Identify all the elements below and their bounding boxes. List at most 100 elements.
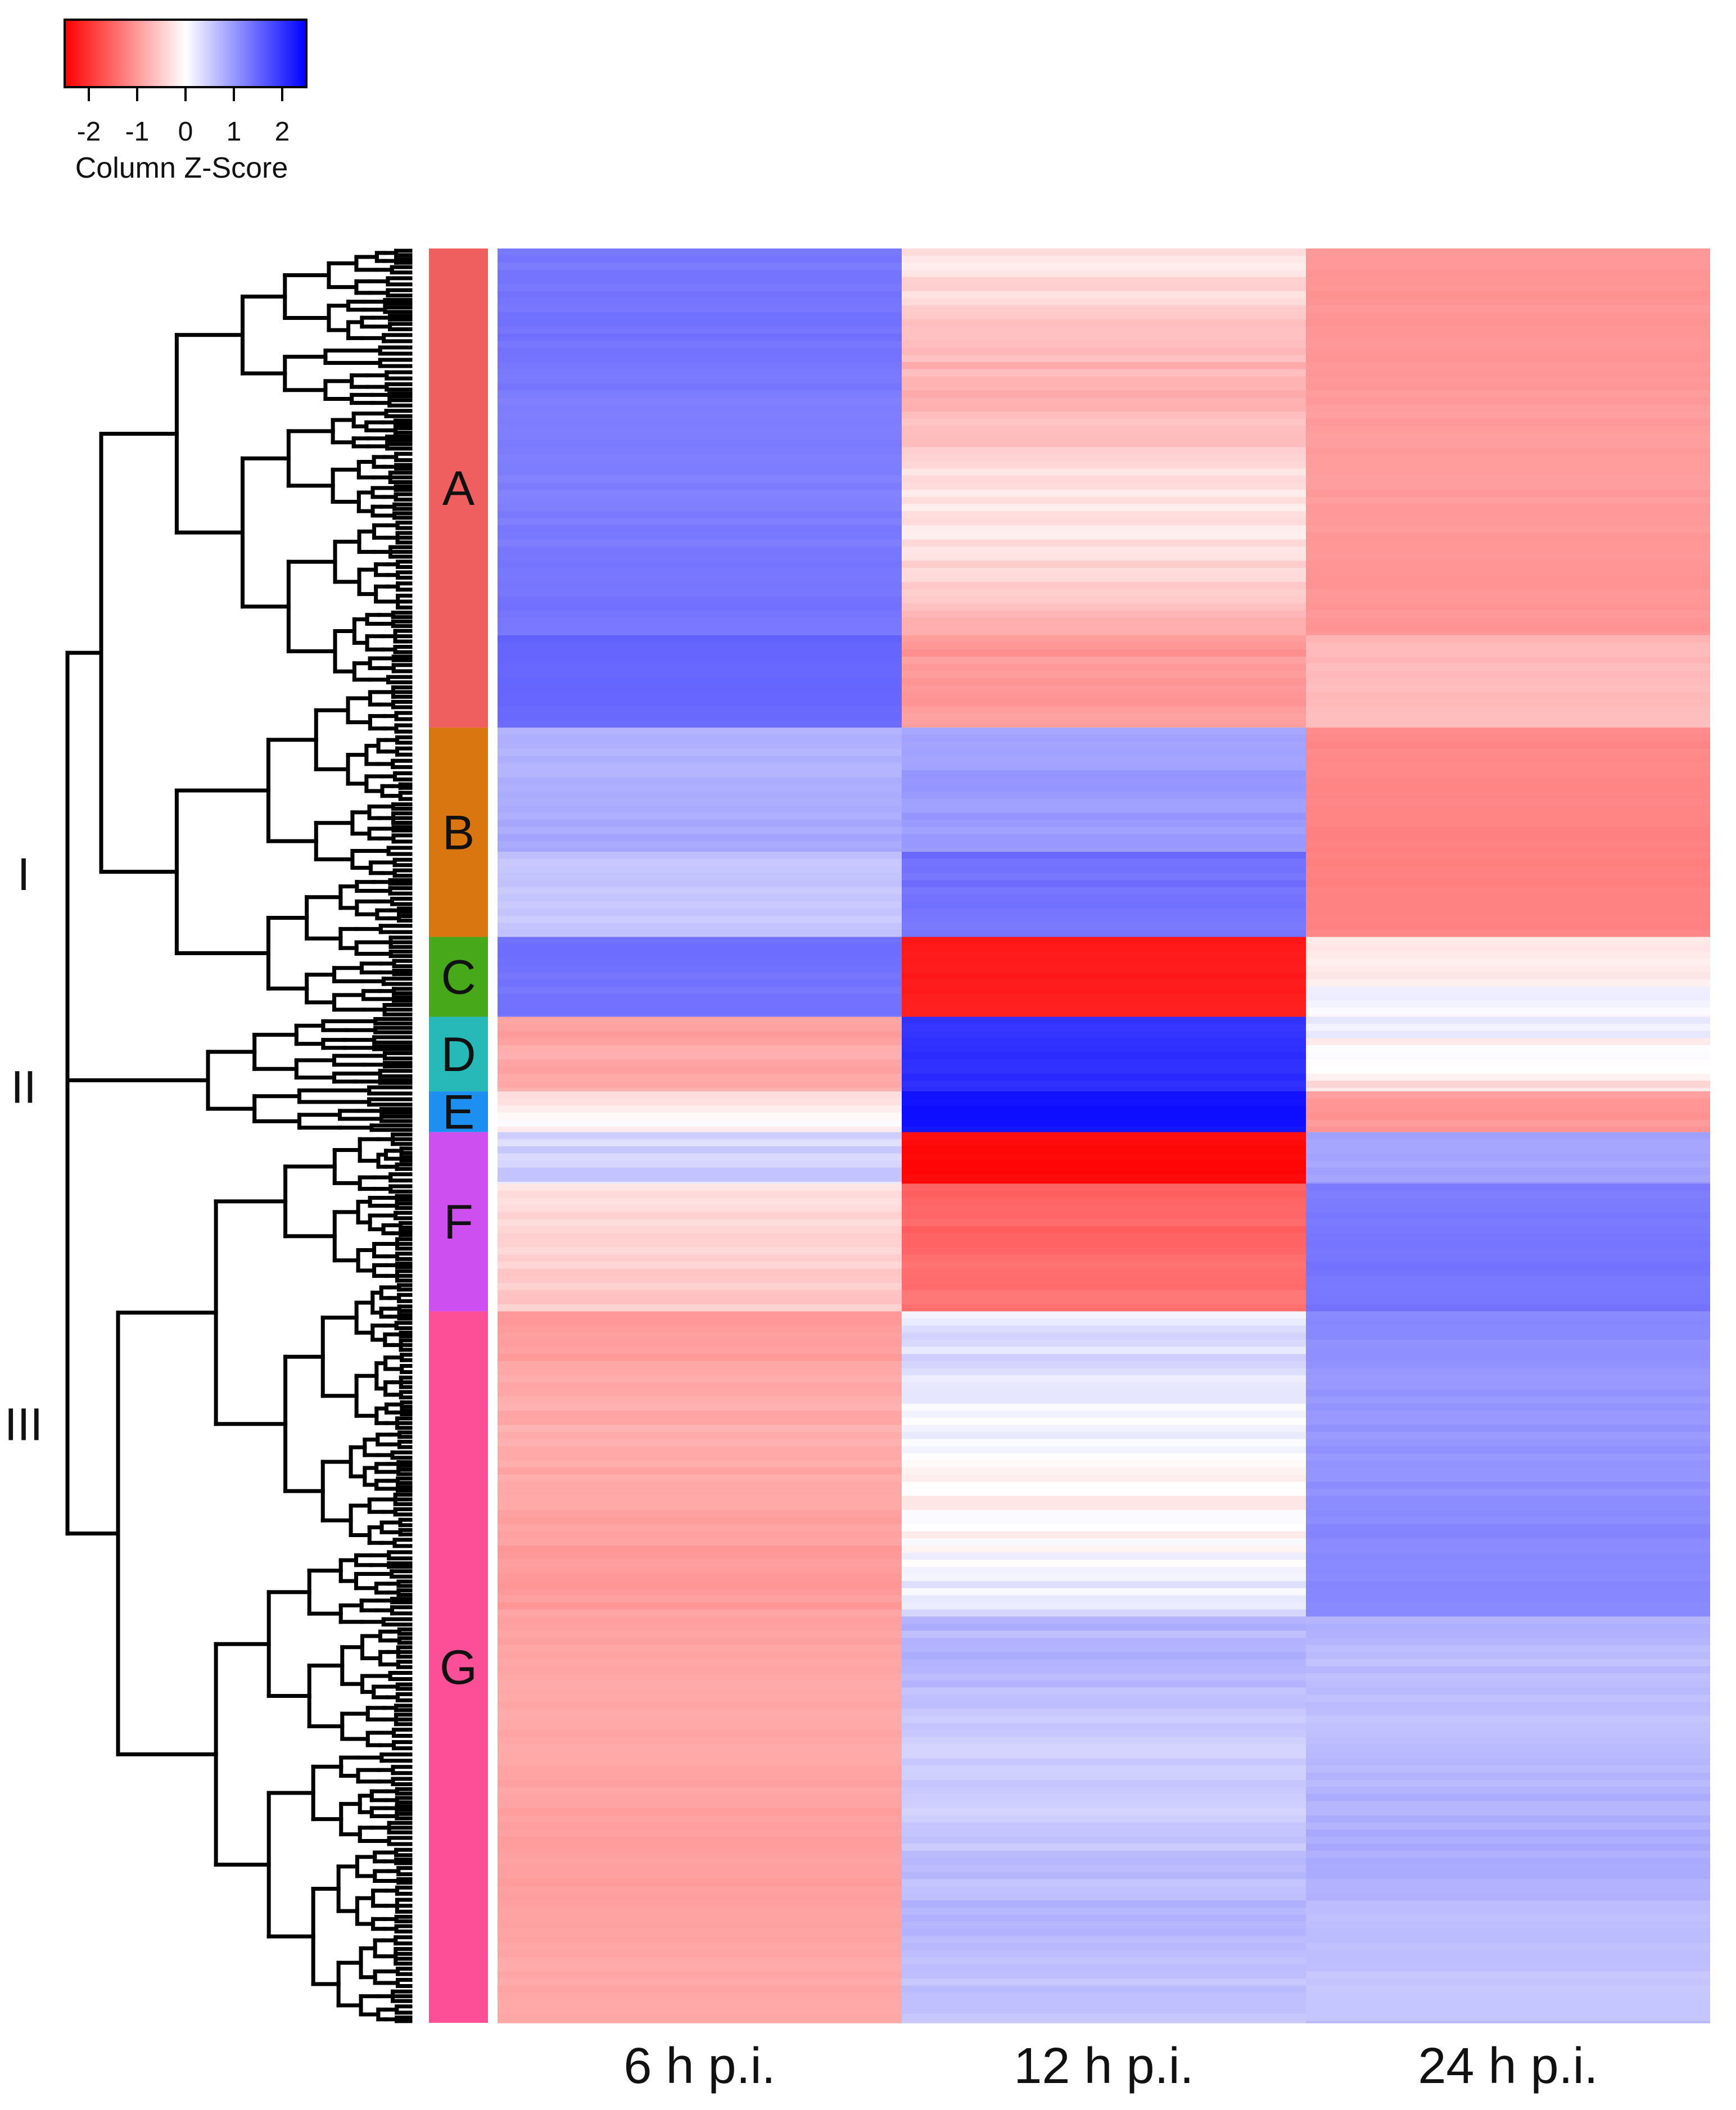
heatmap-cell (1306, 1560, 1710, 1567)
heatmap-cell (902, 319, 1306, 327)
heatmap-cell (1306, 433, 1710, 441)
heatmap-cell (1306, 284, 1710, 292)
heatmap-cell (1306, 376, 1710, 384)
heatmap-cell (902, 404, 1306, 413)
heatmap-cell (498, 383, 902, 391)
heatmap-cell (1306, 979, 1710, 987)
heatmap-cell (498, 1531, 902, 1539)
heatmap-cell (1306, 1957, 1710, 1965)
group-label-ii: II (11, 1062, 37, 1113)
heatmap-cell (902, 1616, 1306, 1624)
heatmap-cell (902, 1652, 1306, 1660)
heatmap-cell (498, 1566, 902, 1575)
heatmap-cell (498, 553, 902, 562)
heatmap-cells (498, 248, 1710, 2023)
heatmap-cell (498, 1007, 902, 1016)
heatmap-cell (1306, 1091, 1710, 1099)
heatmap-cell (902, 1666, 1306, 1674)
heatmap-cell (902, 1016, 1306, 1024)
heatmap-cell (902, 617, 1306, 625)
heatmap-cell (498, 1879, 902, 1887)
heatmap-cell (498, 1112, 902, 1120)
heatmap-cell (902, 1045, 1306, 1053)
heatmap-cell (498, 1999, 902, 2008)
heatmap-cell (1306, 1038, 1710, 1046)
heatmap-cell (902, 1588, 1306, 1596)
heatmap-cell (902, 305, 1306, 313)
heatmap-cell (1306, 1212, 1710, 1220)
heatmap-cell (902, 915, 1306, 924)
heatmap-cell (902, 1709, 1306, 1716)
cluster-label-b: B (442, 806, 474, 860)
heatmap-cell (498, 532, 902, 540)
heatmap-cell (902, 1332, 1306, 1340)
heatmap-cell (498, 1396, 902, 1404)
heatmap-cell (902, 699, 1306, 707)
heatmap-cell (1306, 1787, 1710, 1795)
heatmap-cell (498, 1503, 902, 1511)
heatmap-cell (498, 610, 902, 618)
heatmap-cell (498, 1495, 902, 1504)
heatmap-cell (902, 1644, 1306, 1653)
heatmap-cell (902, 784, 1306, 792)
heatmap-cell (902, 1219, 1306, 1227)
heatmap-cell (902, 518, 1306, 526)
heatmap-cell (1306, 582, 1710, 590)
heatmap-cell (1306, 625, 1710, 632)
heatmap-cell (1306, 1439, 1710, 1447)
heatmap-cell (1306, 291, 1710, 299)
heatmap-cell (1306, 1517, 1710, 1525)
heatmap-cell (1306, 685, 1710, 693)
heatmap-cell (902, 1566, 1306, 1575)
heatmap-cell (902, 1339, 1306, 1348)
heatmap-cell (498, 1132, 902, 1140)
heatmap-cell (498, 1922, 902, 1930)
heatmap-cell (902, 1723, 1306, 1731)
heatmap-cell (1306, 1630, 1710, 1638)
heatmap-cell (498, 685, 902, 693)
heatmap-cell (498, 589, 902, 597)
heatmap-cell (498, 635, 902, 643)
heatmap-cell (498, 1160, 902, 1168)
heatmap-cell (498, 1361, 902, 1369)
heatmap-cell (1306, 347, 1710, 356)
heatmap-cell (498, 1031, 902, 1039)
heatmap-cell (1306, 1779, 1710, 1788)
heatmap-cell (902, 1425, 1306, 1433)
heatmap-cell (498, 1581, 902, 1589)
heatmap-cell (902, 341, 1306, 349)
heatmap-cell (902, 1829, 1306, 1837)
heatmap-cell (1306, 504, 1710, 512)
heatmap-cell (1306, 742, 1710, 749)
heatmap-cell (1306, 1198, 1710, 1205)
heatmap-cell (902, 1822, 1306, 1830)
heatmap-cell (902, 1361, 1306, 1369)
cluster-labels: A B CDE F G (440, 462, 477, 1695)
heatmap-cell (902, 1893, 1306, 1901)
heatmap-cell (498, 1127, 902, 1133)
heatmap-cell (498, 1066, 902, 1074)
heatmap-cell (902, 834, 1306, 842)
heatmap-cell (498, 390, 902, 398)
heatmap-cell (1306, 656, 1710, 665)
heatmap-cell (1306, 1024, 1710, 1032)
heatmap-cell (902, 642, 1306, 650)
heatmap-cell (498, 582, 902, 590)
heatmap-cell (1306, 1160, 1710, 1168)
heatmap-cell (1306, 1015, 1710, 1018)
heatmap-cell (902, 1007, 1306, 1016)
cluster-label-d: D (441, 1028, 476, 1082)
heatmap-cell (902, 1609, 1306, 1617)
heatmap-cell (902, 1190, 1306, 1199)
heatmap-cell (1306, 1751, 1710, 1759)
heatmap-cell (498, 965, 902, 973)
heatmap-cell (498, 979, 902, 987)
heatmap-cell (498, 1900, 902, 1908)
heatmap-cell (498, 756, 902, 764)
heatmap-cell (902, 1446, 1306, 1454)
heatmap-cell (498, 1182, 902, 1185)
heatmap-cell (1306, 440, 1710, 448)
heatmap-cell (498, 1865, 902, 1873)
heatmap-cell (498, 1787, 902, 1795)
